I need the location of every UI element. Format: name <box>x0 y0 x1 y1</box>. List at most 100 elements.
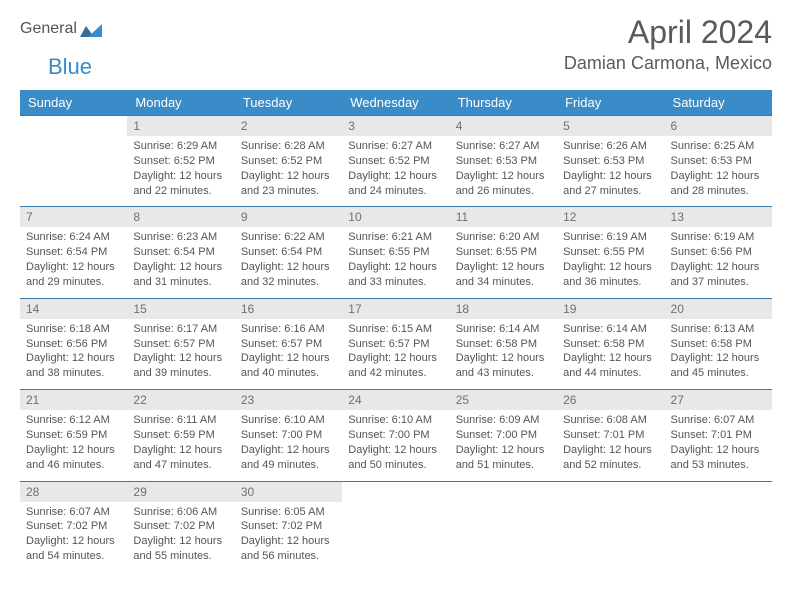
day-body: Sunrise: 6:27 AMSunset: 6:52 PMDaylight:… <box>342 136 449 206</box>
day-body <box>20 136 127 147</box>
day-cell <box>557 481 664 572</box>
day-line: Sunset: 6:53 PM <box>456 154 551 169</box>
day-number: 16 <box>235 299 342 319</box>
day-line: Daylight: 12 hours and 37 minutes. <box>671 260 766 290</box>
day-body: Sunrise: 6:23 AMSunset: 6:54 PMDaylight:… <box>127 227 234 297</box>
day-line: Sunrise: 6:17 AM <box>133 322 228 337</box>
day-number <box>665 482 772 502</box>
day-line: Sunset: 6:52 PM <box>348 154 443 169</box>
day-line: Sunset: 6:54 PM <box>26 245 121 260</box>
day-line: Daylight: 12 hours and 26 minutes. <box>456 169 551 199</box>
day-number: 22 <box>127 390 234 410</box>
day-line: Sunset: 7:01 PM <box>671 428 766 443</box>
day-line: Sunset: 6:56 PM <box>26 337 121 352</box>
day-cell: 13Sunrise: 6:19 AMSunset: 6:56 PMDayligh… <box>665 207 772 298</box>
day-number: 5 <box>557 116 664 136</box>
day-line: Sunset: 6:55 PM <box>456 245 551 260</box>
day-line: Sunset: 6:53 PM <box>671 154 766 169</box>
day-number: 3 <box>342 116 449 136</box>
day-cell: 9Sunrise: 6:22 AMSunset: 6:54 PMDaylight… <box>235 207 342 298</box>
day-line: Sunrise: 6:10 AM <box>348 413 443 428</box>
day-number: 11 <box>450 207 557 227</box>
day-line: Sunset: 6:56 PM <box>671 245 766 260</box>
day-line: Sunrise: 6:08 AM <box>563 413 658 428</box>
day-number: 9 <box>235 207 342 227</box>
day-body: Sunrise: 6:15 AMSunset: 6:57 PMDaylight:… <box>342 319 449 389</box>
day-line: Sunset: 6:52 PM <box>241 154 336 169</box>
day-body: Sunrise: 6:07 AMSunset: 7:02 PMDaylight:… <box>20 502 127 572</box>
day-line: Sunrise: 6:09 AM <box>456 413 551 428</box>
day-body <box>557 502 664 513</box>
day-line: Sunset: 6:55 PM <box>563 245 658 260</box>
day-number: 28 <box>20 482 127 502</box>
day-number: 20 <box>665 299 772 319</box>
day-line: Sunset: 6:57 PM <box>133 337 228 352</box>
weekday-header: Friday <box>557 90 664 116</box>
day-line: Sunrise: 6:25 AM <box>671 139 766 154</box>
day-cell: 21Sunrise: 6:12 AMSunset: 6:59 PMDayligh… <box>20 390 127 481</box>
logo-text-blue: Blue <box>48 54 92 80</box>
day-line: Sunrise: 6:14 AM <box>456 322 551 337</box>
day-line: Daylight: 12 hours and 45 minutes. <box>671 351 766 381</box>
day-line: Sunrise: 6:15 AM <box>348 322 443 337</box>
day-line: Sunrise: 6:27 AM <box>456 139 551 154</box>
day-cell: 7Sunrise: 6:24 AMSunset: 6:54 PMDaylight… <box>20 207 127 298</box>
day-line: Daylight: 12 hours and 28 minutes. <box>671 169 766 199</box>
weekday-header: Monday <box>127 90 234 116</box>
day-cell <box>20 116 127 207</box>
day-line: Daylight: 12 hours and 55 minutes. <box>133 534 228 564</box>
day-cell: 24Sunrise: 6:10 AMSunset: 7:00 PMDayligh… <box>342 390 449 481</box>
day-body: Sunrise: 6:10 AMSunset: 7:00 PMDaylight:… <box>342 410 449 480</box>
day-line: Sunrise: 6:22 AM <box>241 230 336 245</box>
day-cell: 25Sunrise: 6:09 AMSunset: 7:00 PMDayligh… <box>450 390 557 481</box>
day-line: Sunrise: 6:19 AM <box>671 230 766 245</box>
day-line: Sunrise: 6:18 AM <box>26 322 121 337</box>
day-line: Daylight: 12 hours and 34 minutes. <box>456 260 551 290</box>
day-line: Daylight: 12 hours and 22 minutes. <box>133 169 228 199</box>
day-line: Sunrise: 6:11 AM <box>133 413 228 428</box>
day-body: Sunrise: 6:22 AMSunset: 6:54 PMDaylight:… <box>235 227 342 297</box>
day-cell: 12Sunrise: 6:19 AMSunset: 6:55 PMDayligh… <box>557 207 664 298</box>
day-line: Sunset: 6:58 PM <box>671 337 766 352</box>
day-cell: 3Sunrise: 6:27 AMSunset: 6:52 PMDaylight… <box>342 116 449 207</box>
day-cell <box>665 481 772 572</box>
day-number <box>557 482 664 502</box>
day-number <box>342 482 449 502</box>
day-number: 18 <box>450 299 557 319</box>
day-number: 15 <box>127 299 234 319</box>
week-row: 1Sunrise: 6:29 AMSunset: 6:52 PMDaylight… <box>20 116 772 207</box>
day-number: 6 <box>665 116 772 136</box>
day-line: Daylight: 12 hours and 27 minutes. <box>563 169 658 199</box>
day-cell: 23Sunrise: 6:10 AMSunset: 7:00 PMDayligh… <box>235 390 342 481</box>
calendar-table: SundayMondayTuesdayWednesdayThursdayFrid… <box>20 90 772 572</box>
day-cell: 20Sunrise: 6:13 AMSunset: 6:58 PMDayligh… <box>665 298 772 389</box>
day-line: Sunrise: 6:27 AM <box>348 139 443 154</box>
day-cell: 5Sunrise: 6:26 AMSunset: 6:53 PMDaylight… <box>557 116 664 207</box>
day-body: Sunrise: 6:12 AMSunset: 6:59 PMDaylight:… <box>20 410 127 480</box>
day-line: Sunrise: 6:23 AM <box>133 230 228 245</box>
day-number: 17 <box>342 299 449 319</box>
day-body: Sunrise: 6:16 AMSunset: 6:57 PMDaylight:… <box>235 319 342 389</box>
day-number: 21 <box>20 390 127 410</box>
day-line: Daylight: 12 hours and 32 minutes. <box>241 260 336 290</box>
weekday-header: Thursday <box>450 90 557 116</box>
day-cell: 30Sunrise: 6:05 AMSunset: 7:02 PMDayligh… <box>235 481 342 572</box>
day-number: 2 <box>235 116 342 136</box>
day-line: Daylight: 12 hours and 50 minutes. <box>348 443 443 473</box>
day-number: 23 <box>235 390 342 410</box>
day-body: Sunrise: 6:10 AMSunset: 7:00 PMDaylight:… <box>235 410 342 480</box>
day-body: Sunrise: 6:25 AMSunset: 6:53 PMDaylight:… <box>665 136 772 206</box>
day-line: Sunset: 6:54 PM <box>241 245 336 260</box>
day-line: Daylight: 12 hours and 38 minutes. <box>26 351 121 381</box>
day-body: Sunrise: 6:06 AMSunset: 7:02 PMDaylight:… <box>127 502 234 572</box>
day-number: 12 <box>557 207 664 227</box>
day-cell: 11 Sunrise: 6:20 AMSunset: 6:55 PMDayligh… <box>450 207 557 298</box>
day-number <box>450 482 557 502</box>
day-number: 29 <box>127 482 234 502</box>
day-body: Sunrise: 6:14 AMSunset: 6:58 PMDaylight:… <box>450 319 557 389</box>
day-cell <box>450 481 557 572</box>
day-number: 26 <box>557 390 664 410</box>
weekday-header: Sunday <box>20 90 127 116</box>
day-line: Sunrise: 6:20 AM <box>456 230 551 245</box>
day-line: Daylight: 12 hours and 49 minutes. <box>241 443 336 473</box>
